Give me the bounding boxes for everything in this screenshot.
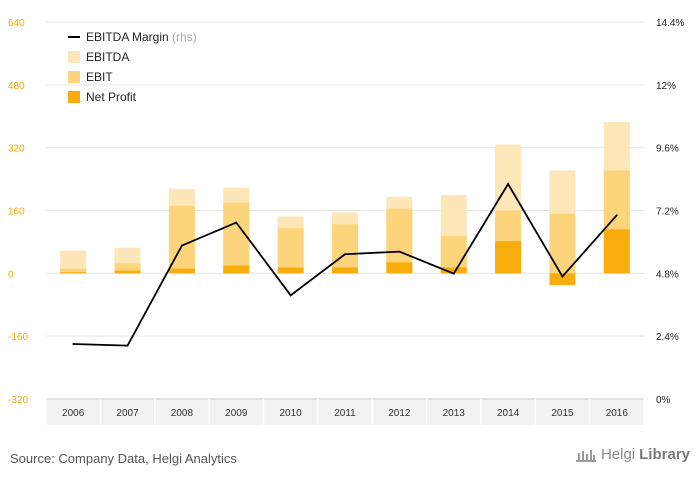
- x-tick-label: 2012: [388, 408, 411, 419]
- line-point: [181, 244, 183, 247]
- bar-net-profit: [60, 272, 87, 274]
- x-tick-label: 2011: [334, 408, 356, 419]
- line-point: [289, 294, 292, 297]
- y-right-tick-label: 2.4%: [656, 332, 679, 343]
- bar-net-profit: [386, 262, 413, 274]
- legend-label: Net Profit: [86, 90, 137, 104]
- line-point: [72, 343, 75, 345]
- chart-svg: -320 -160 0 160 320 480 640 0% 2.4% 4.8% 7.2% 9.6% 1…: [8, 18, 684, 425]
- line-point: [452, 272, 455, 275]
- legend-label: EBITDA Margin (rhs): [86, 30, 197, 44]
- bar-net-profit: [277, 267, 304, 274]
- y-left-tick-label: -320: [8, 395, 28, 406]
- bar-net-profit: [603, 229, 630, 274]
- bar-net-profit: [440, 267, 467, 274]
- bar-net-profit: [495, 241, 522, 274]
- line-point: [126, 344, 129, 347]
- y-right-tick-label: 7.2%: [656, 207, 679, 218]
- source-note: Source: Company Data, Helgi Analytics: [10, 451, 237, 466]
- y-left-tick-label: 480: [8, 81, 25, 92]
- bar-ebit: [440, 236, 467, 274]
- y-left-tick-label: 160: [8, 207, 25, 218]
- x-tick-label: 2009: [225, 408, 248, 419]
- line-point: [615, 214, 618, 217]
- y-right-tick-label: 4.8%: [656, 269, 679, 280]
- x-tick-label: 2016: [606, 408, 629, 419]
- x-tick-label: 2007: [116, 408, 139, 419]
- brand-name-part1: Helgi: [600, 446, 636, 463]
- legend-label-suffix: (rhs): [169, 30, 197, 44]
- bar-ebit: [277, 228, 304, 274]
- line-point: [561, 275, 564, 278]
- x-tick-label: 2006: [62, 408, 85, 419]
- legend-label: EBIT: [86, 70, 113, 84]
- bar-ebit: [60, 268, 87, 274]
- bar-net-profit: [549, 273, 576, 286]
- bar-net-profit: [114, 270, 141, 274]
- line-point: [344, 253, 346, 256]
- line-point: [235, 221, 238, 224]
- x-axis-band: [46, 399, 644, 425]
- brand-logo: Helgi Library: [575, 446, 690, 463]
- line-point: [398, 250, 401, 253]
- legend-swatch: [68, 91, 80, 103]
- bar-ebitda: [60, 250, 87, 274]
- y-left-tick-label: 640: [8, 18, 25, 29]
- x-tick-label: 2015: [551, 408, 574, 419]
- line-point: [507, 183, 509, 185]
- bar-ebit: [114, 263, 141, 274]
- library-icon: [575, 449, 596, 462]
- legend-swatch: [68, 51, 80, 63]
- brand-name-part2: Library: [639, 446, 690, 463]
- bar-net-profit: [332, 267, 358, 274]
- y-right-tick-label: 9.6%: [656, 144, 679, 155]
- x-tick-label: 2013: [443, 408, 466, 419]
- bar-net-profit: [223, 265, 250, 274]
- bar-ebit: [332, 224, 358, 274]
- x-tick-label: 2014: [497, 408, 520, 419]
- y-left-tick-label: -160: [8, 332, 28, 343]
- bar-ebit: [223, 202, 250, 274]
- legend-label: EBITDA: [86, 50, 129, 64]
- y-left-tick-label: 320: [8, 144, 25, 155]
- y-right-tick-label: 12%: [656, 81, 676, 92]
- legend-swatch: [68, 71, 80, 83]
- x-tick-label: 2010: [280, 408, 303, 419]
- bar-ebit: [549, 213, 576, 274]
- y-left-tick-label: 0: [8, 269, 14, 280]
- bar-net-profit: [168, 268, 195, 274]
- y-right-tick-label: 14.4%: [656, 18, 684, 29]
- y-right-tick-label: 0%: [656, 395, 671, 406]
- x-tick-label: 2008: [171, 408, 194, 419]
